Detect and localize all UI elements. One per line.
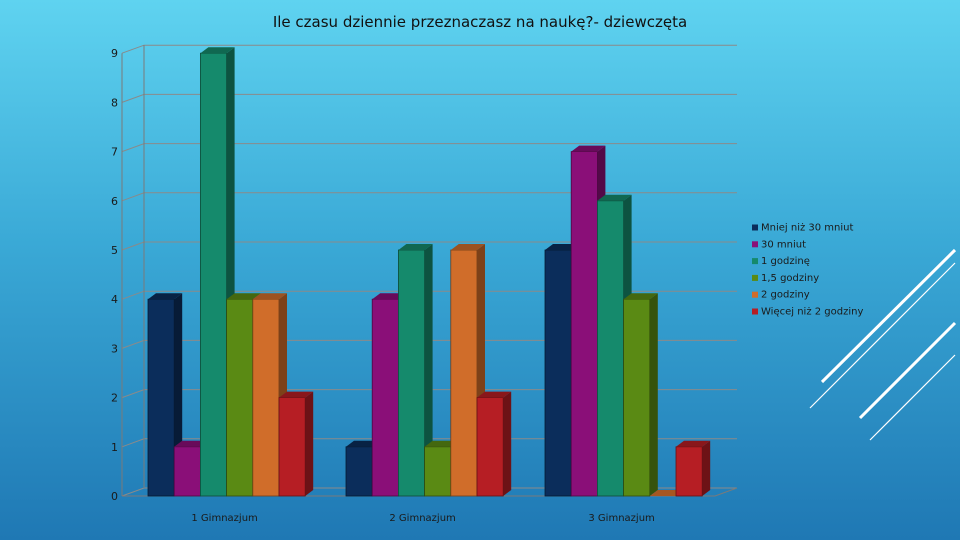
y-tick-label: 7 [111,146,118,159]
bar-top [398,244,433,250]
legend: Mniej niż 30 mniut 30 mniut 1 godzinę 1,5 g… [752,223,863,318]
legend-item: 1 godzinę [752,256,810,267]
bar-front [424,446,452,497]
bar [476,391,512,497]
bar-front [544,249,572,497]
bar [147,293,183,497]
bar-top [252,293,287,300]
bar-front [345,446,373,497]
legend-label: 1 godzinę [761,256,810,267]
bar [623,293,658,497]
legend-label: Mniej niż 30 mniut [761,223,853,234]
bars [147,47,711,497]
y-tick-label: 4 [111,293,118,306]
legend-label: 30 mniut [761,239,806,250]
bar-top [279,391,314,398]
bar-front [623,298,651,497]
x-axis-categories: 1 Gimnazjum 2 Gimnazjum 3 Gimnazjum [191,513,654,524]
bar-top [200,47,235,54]
bar [226,293,261,497]
decorative-line [858,321,957,420]
gridlines [121,44,738,497]
bar-side [702,440,711,496]
bar-top [649,490,684,496]
legend-swatch [752,258,758,265]
chart-title: Ile czasu dziennie przeznaczasz na naukę… [273,13,687,31]
bar-front [397,249,425,497]
legend-label: 2 godziny [761,290,810,301]
y-tick-label: 6 [111,195,118,208]
x-category-label: 3 Gimnazjum [588,513,654,524]
bar-top [174,440,209,447]
legend-item: 1,5 godziny [752,273,819,284]
bar-top [148,293,183,300]
bar-front [173,446,201,497]
legend-swatch [752,308,758,315]
bar-front [199,52,227,497]
bar-top [372,293,407,300]
bar-side [503,391,512,496]
bar-side [305,391,314,496]
bar-front [450,249,478,497]
bar-top [571,145,606,152]
legend-label: 1,5 godziny [761,273,819,284]
decorative-line [869,354,956,441]
legend-swatch [752,224,758,231]
bar [675,440,711,497]
y-axis-ticks: 0 1 2 3 4 5 6 7 8 9 [111,47,118,503]
bar-top [545,244,580,250]
legend-item: Mniej niż 30 mniut [752,223,853,234]
bar-top [226,293,261,300]
y-tick-label: 5 [111,244,118,257]
x-category-label: 1 Gimnazjum [191,513,257,524]
floor-edge [122,487,738,497]
bar-top [450,244,485,250]
bar-top [424,440,459,447]
legend-swatch [752,291,758,298]
bar-front [226,298,254,497]
bar-front [675,446,703,497]
decorative-line [820,248,957,384]
legend-label: Więcej niż 2 godziny [761,307,863,318]
bar [649,490,684,496]
bar-front [147,298,175,497]
legend-swatch [752,274,758,281]
legend-item: 2 godziny [752,290,810,301]
y-tick-label: 0 [111,490,118,503]
bar-side [649,293,658,496]
bar-top [623,293,658,300]
y-tick-label: 8 [111,96,118,109]
y-tick-label: 3 [111,342,118,355]
legend-item: 30 mniut [752,239,806,250]
bar [397,244,433,497]
y-tick-label: 9 [111,47,118,60]
bar-top [676,440,711,447]
bar-top [477,391,512,398]
bar-front [371,298,399,497]
bar-front [476,397,504,497]
bar-front [252,298,280,497]
y-tick-label: 2 [111,392,118,405]
x-category-label: 2 Gimnazjum [389,513,455,524]
bar-front [570,151,598,497]
bar-side [424,244,433,496]
bar-top [597,194,632,201]
y-tick-label: 1 [111,441,118,454]
legend-item: Więcej niż 2 godziny [752,307,863,318]
legend-swatch [752,241,758,248]
bar [278,391,314,497]
bar-front [278,397,306,497]
decorative-lines [809,248,957,441]
bar-front [597,200,625,497]
decorative-line [809,262,956,409]
bar-top [346,440,381,447]
